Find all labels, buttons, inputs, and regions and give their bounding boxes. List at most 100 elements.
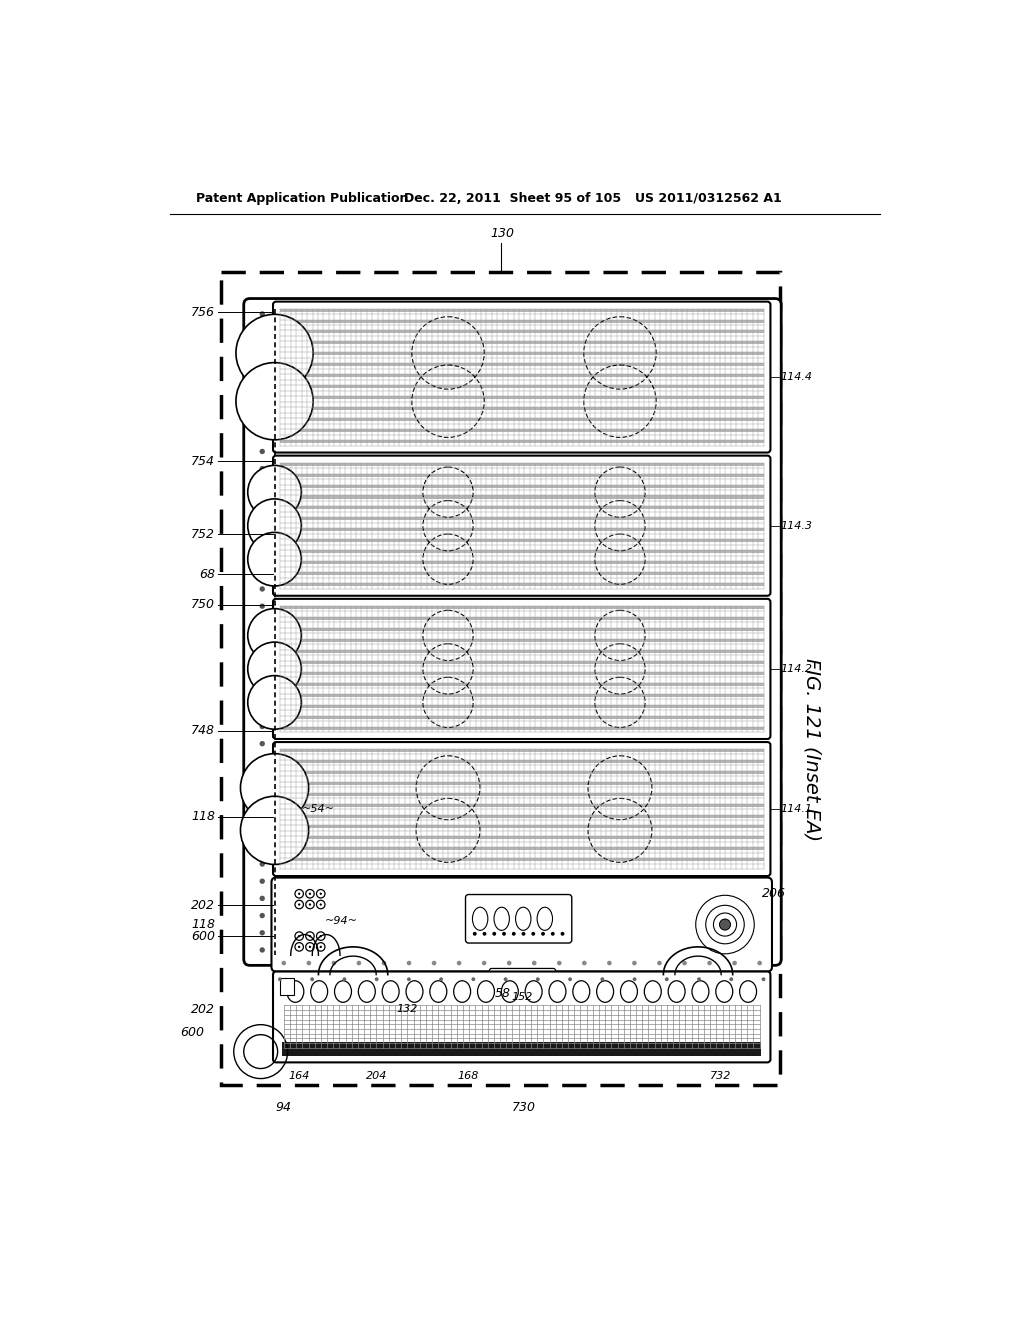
- Circle shape: [259, 948, 265, 953]
- Ellipse shape: [597, 981, 613, 1002]
- Bar: [280, 309, 764, 312]
- Ellipse shape: [430, 981, 446, 1002]
- Bar: [280, 474, 764, 477]
- Circle shape: [504, 977, 508, 981]
- Text: Dec. 22, 2011  Sheet 95 of 105: Dec. 22, 2011 Sheet 95 of 105: [403, 191, 621, 205]
- Text: 114.2: 114.2: [780, 664, 812, 675]
- Circle shape: [306, 932, 314, 940]
- Bar: [280, 760, 764, 763]
- Circle shape: [632, 961, 637, 965]
- Circle shape: [259, 346, 265, 351]
- Bar: [280, 771, 764, 774]
- Bar: [280, 661, 764, 664]
- Circle shape: [259, 672, 265, 677]
- Text: 68: 68: [200, 568, 215, 581]
- Circle shape: [248, 532, 301, 586]
- Circle shape: [582, 961, 587, 965]
- Circle shape: [607, 961, 611, 965]
- Circle shape: [295, 932, 303, 940]
- Ellipse shape: [494, 907, 509, 931]
- Circle shape: [259, 896, 265, 902]
- Ellipse shape: [382, 981, 399, 1002]
- Circle shape: [259, 879, 265, 884]
- Circle shape: [259, 500, 265, 506]
- Circle shape: [259, 603, 265, 609]
- FancyBboxPatch shape: [244, 298, 781, 965]
- Ellipse shape: [287, 981, 304, 1002]
- Circle shape: [319, 903, 322, 906]
- Circle shape: [568, 977, 572, 981]
- Ellipse shape: [739, 981, 757, 1002]
- Bar: [280, 628, 764, 631]
- Ellipse shape: [716, 981, 733, 1002]
- Bar: [280, 715, 764, 718]
- Text: 94: 94: [275, 1101, 291, 1114]
- Circle shape: [665, 977, 669, 981]
- Bar: [280, 352, 764, 355]
- Bar: [280, 418, 764, 421]
- Circle shape: [259, 723, 265, 729]
- Bar: [280, 672, 764, 675]
- Circle shape: [457, 961, 462, 965]
- Circle shape: [633, 977, 637, 981]
- Ellipse shape: [477, 981, 495, 1002]
- Text: 168: 168: [458, 1072, 479, 1081]
- Text: 732: 732: [711, 1072, 732, 1081]
- Circle shape: [259, 689, 265, 694]
- Bar: [280, 978, 294, 995]
- Circle shape: [259, 931, 265, 936]
- Ellipse shape: [572, 981, 590, 1002]
- Text: 600: 600: [191, 929, 215, 942]
- Circle shape: [316, 900, 325, 908]
- Circle shape: [259, 397, 265, 403]
- Text: 206: 206: [762, 887, 786, 900]
- Bar: [280, 781, 764, 785]
- Circle shape: [248, 676, 301, 729]
- Circle shape: [298, 892, 300, 895]
- Bar: [280, 484, 764, 487]
- Bar: [280, 639, 764, 642]
- Circle shape: [259, 843, 265, 850]
- Bar: [280, 573, 764, 576]
- FancyBboxPatch shape: [273, 972, 770, 1063]
- Circle shape: [259, 432, 265, 437]
- Bar: [280, 440, 764, 444]
- Bar: [280, 682, 764, 685]
- Circle shape: [309, 892, 311, 895]
- Circle shape: [560, 932, 564, 936]
- Circle shape: [259, 414, 265, 420]
- Text: 132: 132: [396, 1005, 418, 1014]
- Bar: [280, 825, 764, 829]
- Circle shape: [259, 329, 265, 334]
- Circle shape: [306, 890, 314, 898]
- Bar: [280, 561, 764, 565]
- Text: 752: 752: [191, 528, 215, 541]
- Circle shape: [278, 977, 282, 981]
- Bar: [280, 408, 764, 411]
- Circle shape: [241, 754, 308, 822]
- Bar: [280, 847, 764, 850]
- Bar: [280, 319, 764, 322]
- Circle shape: [309, 935, 311, 937]
- Circle shape: [600, 977, 604, 981]
- Circle shape: [682, 961, 687, 965]
- Circle shape: [248, 466, 301, 519]
- Circle shape: [259, 913, 265, 919]
- Circle shape: [259, 758, 265, 763]
- Ellipse shape: [621, 981, 637, 1002]
- Circle shape: [259, 862, 265, 867]
- Circle shape: [342, 977, 346, 981]
- Text: 750: 750: [191, 598, 215, 611]
- Bar: [280, 705, 764, 708]
- FancyBboxPatch shape: [466, 895, 571, 942]
- Circle shape: [309, 903, 311, 906]
- Circle shape: [259, 655, 265, 660]
- Bar: [280, 375, 764, 378]
- Bar: [280, 693, 764, 697]
- Circle shape: [493, 932, 497, 936]
- Circle shape: [306, 900, 314, 908]
- Text: ~54~: ~54~: [302, 804, 335, 814]
- Circle shape: [316, 890, 325, 898]
- Bar: [280, 837, 764, 840]
- Circle shape: [259, 483, 265, 488]
